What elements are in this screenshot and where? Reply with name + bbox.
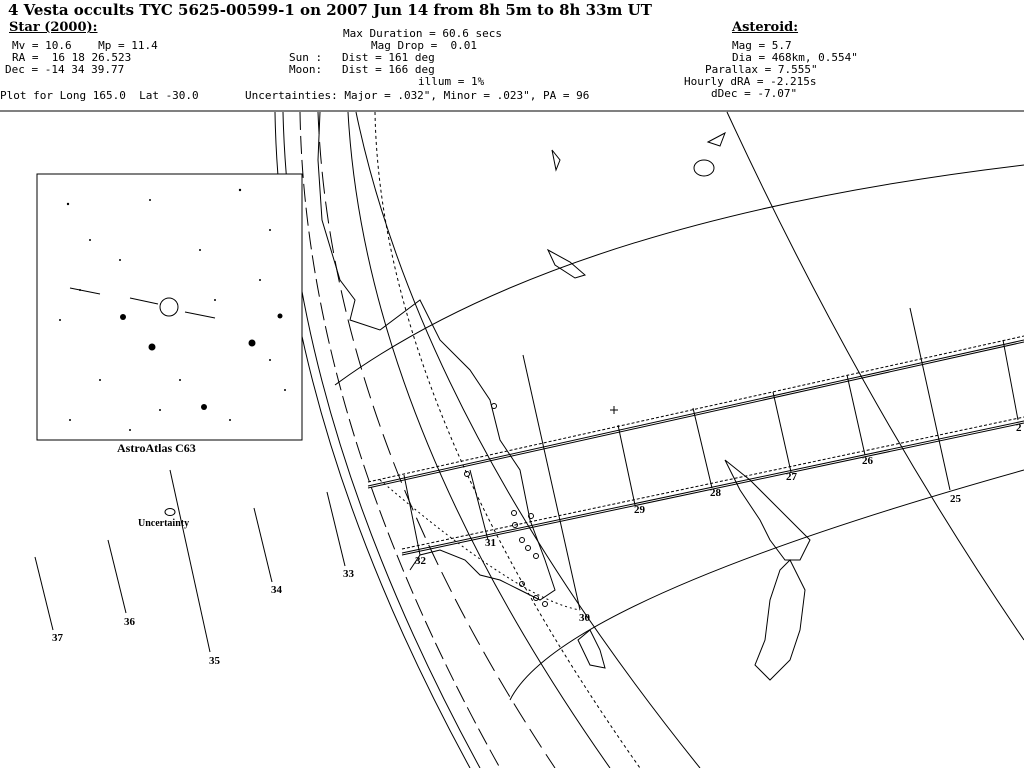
time-label: 31: [485, 537, 496, 549]
limb-line: [347, 111, 611, 768]
dotted-line: [379, 479, 581, 611]
time-label: 2: [1016, 422, 1022, 434]
target-star-circle: [159, 297, 179, 317]
asteroid-heading: Asteroid:: [732, 20, 799, 35]
limb-line: [355, 111, 701, 768]
time-label: 33: [343, 568, 354, 580]
mag-drop: Mag Drop = 0.01: [371, 39, 477, 52]
star-ra: RA = 16 18 26.523: [12, 51, 132, 64]
star-mags: Mv = 10.6 Mp = 11.4: [12, 39, 158, 52]
station-markers: [464, 403, 548, 607]
time-label: 35: [209, 655, 220, 667]
earth-limb: [274, 111, 471, 768]
island: [706, 131, 726, 147]
asteroid-mag: Mag = 5.7: [732, 39, 792, 52]
tasmania-coastline: [577, 629, 606, 669]
star-dec: Dec = -14 34 39.77: [5, 63, 125, 76]
time-label: 30: [579, 612, 590, 624]
longitude-line: [726, 111, 1024, 641]
path-south-limit: [401, 422, 1024, 556]
max-duration: Max Duration = 60.6 secs: [343, 27, 502, 40]
uncertainty-north: [367, 335, 1024, 483]
star-heading: Star (2000):: [9, 20, 98, 35]
moon-illum: illum = 1%: [418, 75, 485, 88]
motion-line: [184, 311, 216, 319]
star-chart-inset: [36, 173, 303, 441]
uncertainty-south: [401, 416, 1024, 550]
time-ticks: [34, 307, 1019, 653]
limb-dashed: [299, 111, 501, 768]
star-chart-stars: [59, 188, 286, 431]
map-title: 4 Vesta occults TYC 5625-00599-1 on 2007…: [8, 1, 652, 19]
time-label: 36: [124, 616, 135, 628]
time-label: 32: [415, 555, 426, 567]
time-label: 29: [634, 504, 645, 516]
time-label: 37: [52, 632, 63, 644]
island: [551, 149, 561, 172]
new-zealand-north-island: [724, 459, 811, 561]
path-north-limit: [367, 341, 1024, 489]
new-zealand-south-island: [754, 559, 806, 681]
time-label: 34: [271, 584, 282, 596]
asteroid-dia: Dia = 468km, 0.554": [732, 51, 858, 64]
motion-line: [129, 297, 159, 305]
asteroid-parallax: Parallax = 7.555": [705, 63, 818, 76]
motion-line: [69, 287, 101, 295]
time-label: 27: [786, 471, 797, 483]
moon-distance: Moon: Dist = 166 deg: [289, 63, 435, 76]
plot-location: Plot for Long 165.0 Lat -30.0: [0, 89, 199, 102]
uncertainties: Uncertainties: Major = .032", Minor = .0…: [245, 89, 590, 102]
latitude-line: [334, 164, 1024, 386]
limb-dashed: [317, 111, 556, 768]
time-label: 28: [710, 487, 721, 499]
path-north-limit: [367, 339, 1024, 487]
new-caledonia: [546, 248, 587, 279]
time-label: 25: [950, 493, 961, 505]
australia-coastline: [317, 111, 556, 601]
path-south-limit: [401, 420, 1024, 554]
latitude-line: [509, 469, 1024, 701]
fiji-island: [693, 159, 715, 177]
asteroid-ddec: dDec = -7.07": [711, 87, 798, 100]
inset-label: AstroAtlas C63: [117, 441, 196, 455]
limb-dotted: [374, 111, 641, 768]
uncertainty-label: Uncertainty: [138, 518, 190, 529]
sun-distance: Sun : Dist = 161 deg: [289, 51, 435, 64]
uncertainty-ellipse: [164, 508, 176, 516]
asteroid-hourly-dra: Hourly dRA = -2.215s: [684, 75, 817, 88]
time-label: 26: [862, 455, 873, 467]
